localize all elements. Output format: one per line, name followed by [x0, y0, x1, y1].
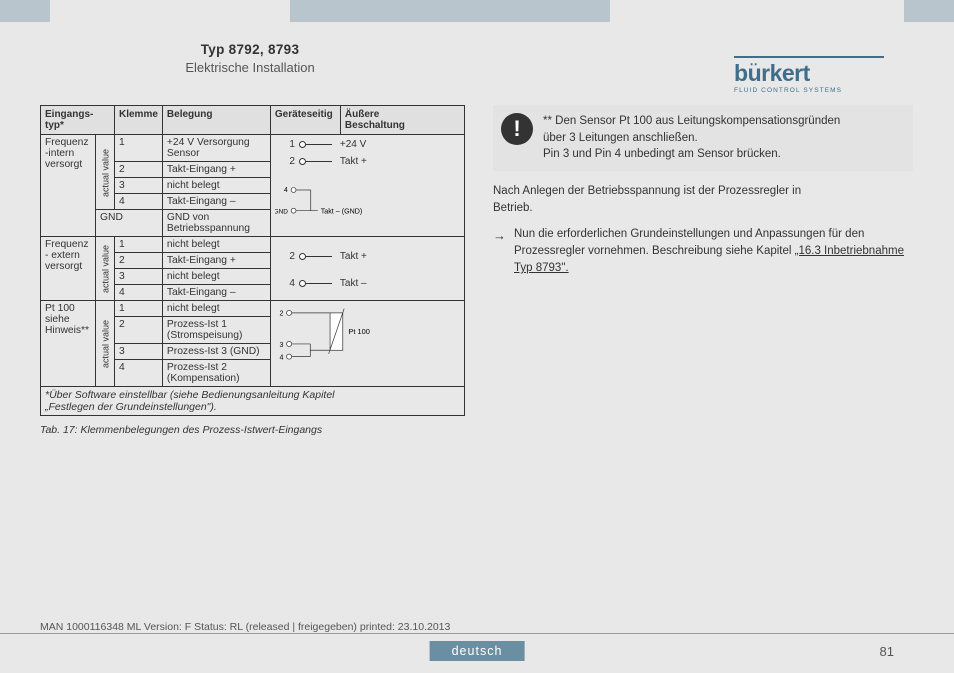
- cell: 4: [115, 194, 163, 210]
- g3-vlabel: actual value: [96, 301, 115, 387]
- cell: nicht belegt: [162, 178, 270, 194]
- pt100-icon: 2 3 4 Pt 100: [275, 303, 395, 367]
- svg-text:4: 4: [284, 186, 288, 194]
- cell: Prozess-Ist 1 (Stromspeisung): [162, 317, 270, 344]
- right-column: ! ** Den Sensor Pt 100 aus Leitungskompe…: [493, 105, 913, 436]
- cell: 2: [115, 253, 163, 269]
- cell: Takt-Eingang –: [162, 194, 270, 210]
- g1-vlabel: actual value: [96, 135, 115, 210]
- cell: 2: [115, 317, 163, 344]
- gnd-bridge-icon: 4 GND Takt – (GND): [275, 185, 375, 218]
- left-column: Eingangs- typ* Klemme Belegung Gerätesei…: [40, 105, 465, 436]
- warning-icon: !: [501, 113, 533, 145]
- notice-text: ** Den Sensor Pt 100 aus Leitungskompens…: [543, 113, 840, 163]
- page-title: Typ 8792, 8793: [40, 42, 460, 57]
- page-number: 81: [880, 644, 894, 659]
- table-footnote: *Über Software einstellbar (siehe Bedien…: [41, 387, 465, 416]
- page-content: Eingangs- typ* Klemme Belegung Gerätesei…: [40, 105, 920, 436]
- cell: Prozess-Ist 3 (GND): [162, 344, 270, 360]
- cell: 3: [115, 178, 163, 194]
- cell: GND von Betriebsspannung: [162, 210, 270, 237]
- svg-text:Takt – (GND): Takt – (GND): [321, 208, 363, 216]
- g2-type: Frequenz - extern versorgt: [41, 237, 96, 301]
- th-klemme: Klemme: [115, 106, 163, 135]
- cell: 1: [115, 135, 163, 162]
- cell: Takt-Eingang –: [162, 285, 270, 301]
- body-paragraph-1: Nach Anlegen der Betriebsspannung ist de…: [493, 183, 913, 218]
- th-type: Eingangs- typ*: [41, 106, 115, 135]
- cell: +24 V Versorgung Sensor: [162, 135, 270, 162]
- cell: 3: [115, 344, 163, 360]
- language-tag: deutsch: [430, 641, 525, 661]
- cell: 1: [115, 301, 163, 317]
- cell: 1: [115, 237, 163, 253]
- svg-text:4: 4: [279, 354, 283, 361]
- cell: 4: [115, 285, 163, 301]
- page-header: Typ 8792, 8793 Elektrische Installation …: [0, 22, 954, 102]
- cell: nicht belegt: [162, 269, 270, 285]
- th-outer: Äußere Beschaltung: [340, 106, 464, 135]
- brand-logo: b‥urkert FLUID CONTROL SYSTEMS: [734, 56, 884, 94]
- g1-type: Frequenz -intern versorgt: [41, 135, 96, 237]
- cell: Prozess-Ist 2 (Kompensation): [162, 360, 270, 387]
- cell: nicht belegt: [162, 237, 270, 253]
- svg-text:2: 2: [279, 311, 283, 318]
- pin-table: Eingangs- typ* Klemme Belegung Gerätesei…: [40, 105, 465, 416]
- cell: GND: [96, 210, 163, 237]
- document-id-line: MAN 1000116348 ML Version: F Status: RL …: [40, 621, 450, 633]
- svg-text:3: 3: [279, 342, 283, 349]
- th-belegung: Belegung: [162, 106, 270, 135]
- g3-type: Pt 100 siehe Hinweis**: [41, 301, 96, 387]
- cell: nicht belegt: [162, 301, 270, 317]
- table-caption: Tab. 17: Klemmenbelegungen des Prozess-I…: [40, 424, 465, 436]
- cell: Takt-Eingang +: [162, 162, 270, 178]
- svg-text:GND: GND: [275, 209, 288, 216]
- cell: Takt-Eingang +: [162, 253, 270, 269]
- th-device: Geräteseitig: [270, 106, 340, 135]
- cell: 4: [115, 360, 163, 387]
- body-paragraph-2: Nun die erforderlichen Grundeinstellunge…: [514, 226, 913, 278]
- g2-vlabel: actual value: [96, 237, 115, 301]
- logo-tagline: FLUID CONTROL SYSTEMS: [734, 87, 884, 94]
- page-subtitle: Elektrische Installation: [40, 60, 460, 75]
- top-bar: [0, 0, 954, 22]
- page-footer: deutsch 81: [0, 633, 954, 673]
- arrow-icon: →: [493, 226, 506, 278]
- cell: 2: [115, 162, 163, 178]
- cell: 3: [115, 269, 163, 285]
- svg-text:Pt 100: Pt 100: [348, 327, 369, 336]
- notice-box: ! ** Den Sensor Pt 100 aus Leitungskompe…: [493, 105, 913, 171]
